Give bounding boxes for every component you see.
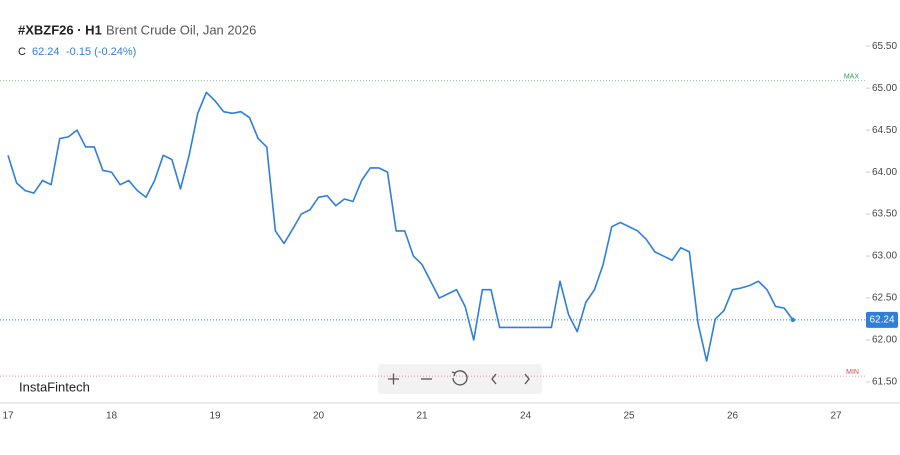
brand: InstaFintech bbox=[19, 379, 90, 394]
price-label: C bbox=[18, 46, 26, 58]
price-line bbox=[7, 91, 794, 362]
x-tick-label: 19 bbox=[209, 411, 221, 422]
scroll-right[interactable] bbox=[524, 373, 530, 385]
min-label: MIN bbox=[846, 369, 859, 376]
zoom-in[interactable] bbox=[388, 373, 399, 385]
x-tick-label: 27 bbox=[830, 411, 842, 422]
y-tick-label: 64.00 bbox=[872, 167, 897, 178]
change: -0.15 (-0.24%) bbox=[66, 46, 136, 58]
x-tick-label: 20 bbox=[313, 411, 325, 422]
toolbar-bg bbox=[378, 364, 542, 394]
y-tick-label: 65.50 bbox=[872, 41, 897, 52]
reset[interactable] bbox=[451, 370, 468, 386]
y-tick-label: 64.50 bbox=[872, 125, 897, 136]
max-label: MAX bbox=[844, 73, 860, 80]
close-tag bbox=[866, 311, 898, 328]
close-value: 62.24 bbox=[32, 46, 60, 58]
x-tick-label: 21 bbox=[416, 411, 428, 422]
x-tick-label: 26 bbox=[727, 411, 739, 422]
symbol: #XBZF26 · H1 bbox=[18, 22, 102, 37]
toolbar bbox=[378, 364, 542, 394]
y-tick-label: 61.50 bbox=[872, 377, 897, 388]
chart-title: Brent Crude Oil, Jan 2026 bbox=[106, 22, 256, 37]
y-tick-label: 63.00 bbox=[872, 251, 897, 262]
x-tick-label: 24 bbox=[520, 411, 532, 422]
x-tick-label: 18 bbox=[106, 411, 118, 422]
y-tick-label: 62.50 bbox=[872, 293, 897, 304]
y-tick-label: 65.00 bbox=[872, 83, 897, 94]
close-tag-label: 62.24 bbox=[869, 315, 894, 326]
x-tick-label: 17 bbox=[2, 411, 14, 422]
y-tick-label: 62.00 bbox=[872, 335, 897, 346]
x-tick-label: 25 bbox=[623, 411, 635, 422]
y-tick-label: 63.50 bbox=[872, 209, 897, 220]
scroll-left[interactable] bbox=[491, 373, 497, 385]
